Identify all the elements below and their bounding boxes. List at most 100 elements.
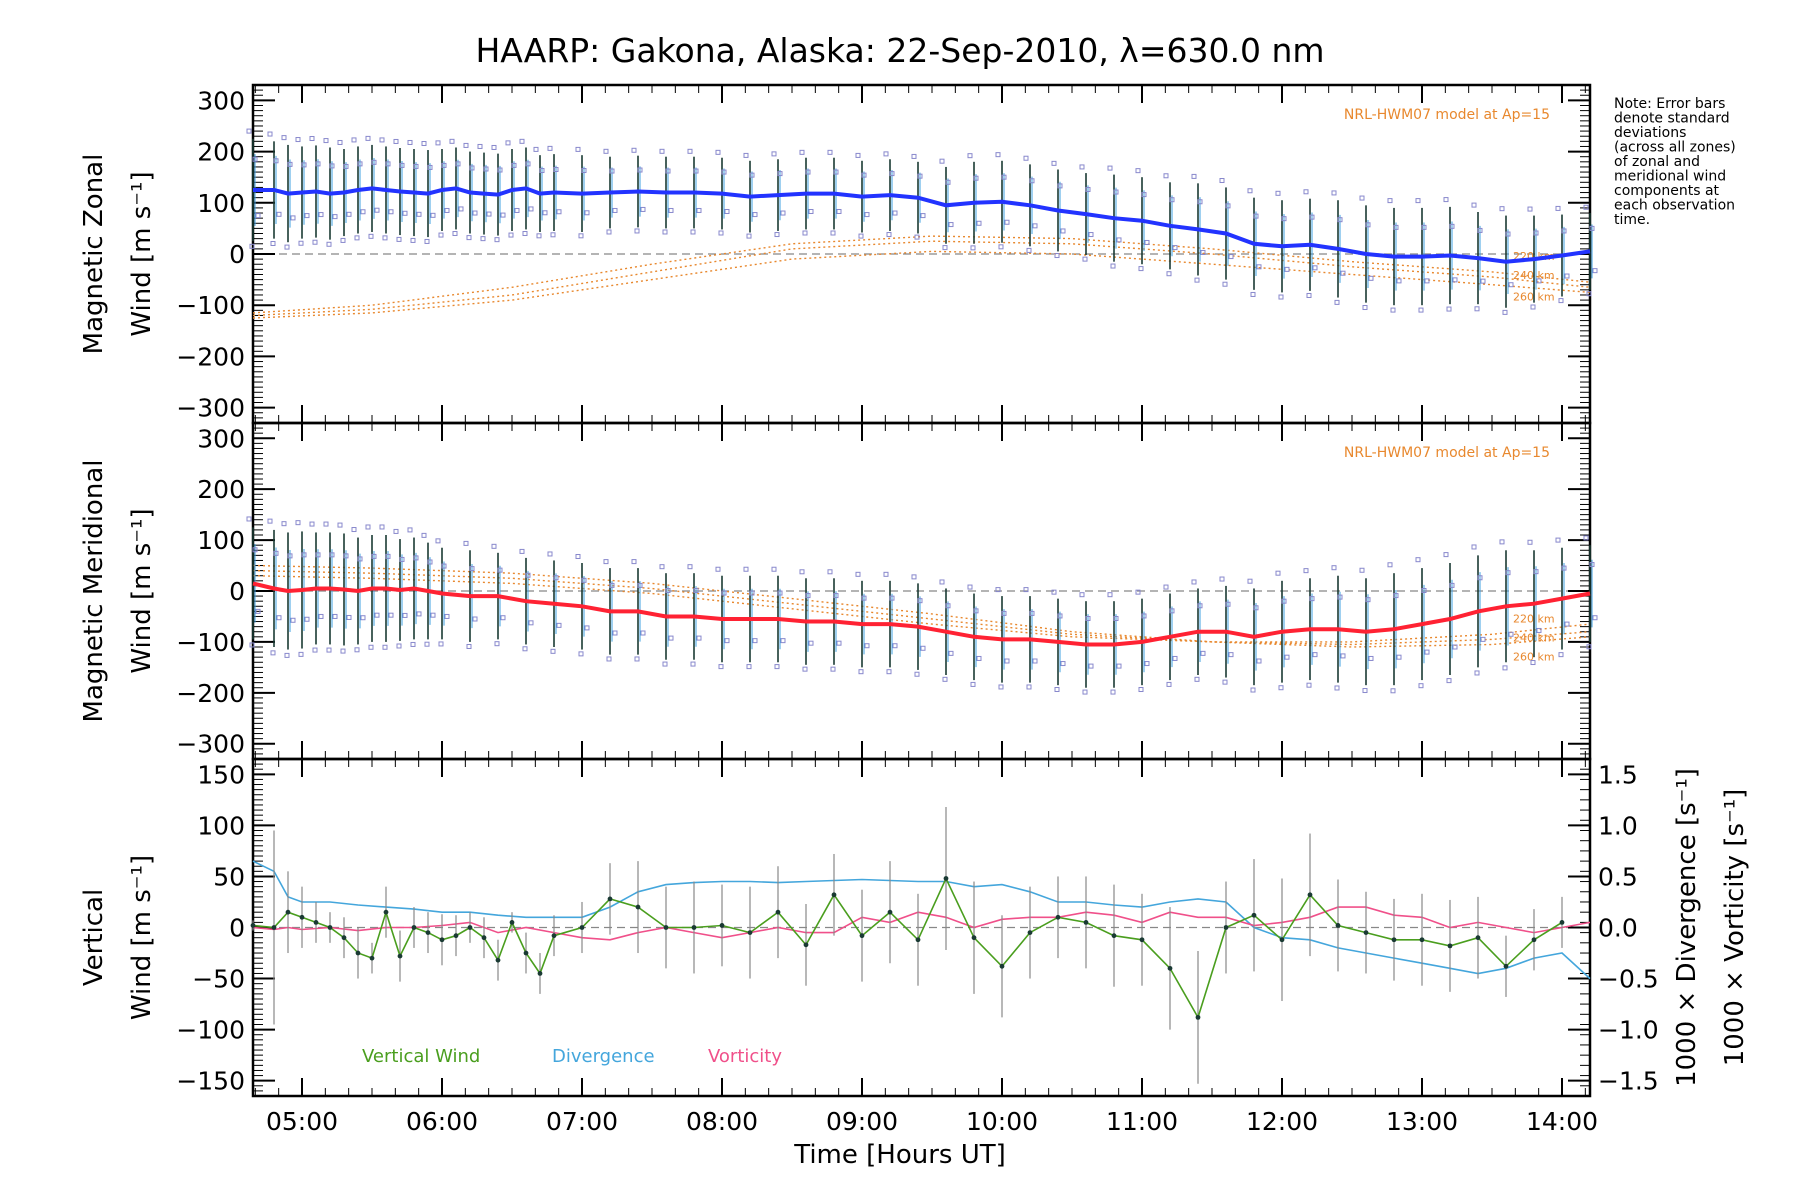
zone-point [1054, 253, 1060, 259]
zone-point [528, 620, 534, 626]
zone-point [385, 161, 391, 167]
vertical-wind-point [691, 925, 697, 930]
zone-point [606, 229, 612, 235]
vertical-wind-point [1447, 943, 1453, 949]
zone-point [1331, 565, 1337, 571]
vertical-wind-point [1363, 930, 1369, 936]
vertical-wind-point [250, 923, 256, 928]
zone-point [1393, 593, 1399, 599]
zone-point [284, 244, 290, 250]
zone-point [382, 644, 388, 650]
zone-point [332, 613, 338, 619]
zone-point [1368, 275, 1374, 281]
zone-point [1452, 644, 1458, 650]
zone-point [424, 238, 430, 244]
zone-point [511, 162, 517, 168]
zone-point [1194, 277, 1200, 283]
note-line: (across all zones) [1614, 140, 1736, 156]
zone-point [371, 159, 377, 165]
vertical-wind-point [999, 963, 1005, 969]
zone-point [1368, 655, 1374, 661]
meridional-wind-line [252, 581, 1591, 647]
right-tick-label: −0.5 [1598, 965, 1659, 994]
zone-point [365, 524, 371, 530]
y-tick-label: 0 [229, 240, 245, 269]
zone-point [486, 211, 492, 217]
zone-point [771, 151, 777, 157]
zone-point [1474, 306, 1480, 312]
zone-point [1144, 239, 1150, 245]
zone-point [351, 527, 357, 533]
y-tick-label: 200 [197, 475, 245, 504]
zone-point [1026, 684, 1032, 690]
zone-point [270, 650, 276, 656]
x-tick-label: 11:00 [1106, 1107, 1178, 1136]
zone-point [1449, 223, 1455, 229]
zone-point [1004, 658, 1010, 664]
zone-point [914, 671, 920, 677]
zone-point [491, 144, 497, 150]
panel-zonal: 300 200 100 0 −100 −200 −300 Magnetic Zonal Wind… [79, 83, 1598, 425]
zone-point [1589, 562, 1595, 568]
zone-point [290, 215, 296, 221]
zone-point [637, 582, 643, 588]
y-tick-label: 100 [197, 189, 245, 218]
vertical-wind-point [1307, 892, 1313, 898]
zone-point [472, 616, 478, 622]
zone-point [690, 229, 696, 235]
vertical-wind-point [887, 909, 893, 915]
zone-point [976, 655, 982, 661]
zone-point [1337, 217, 1343, 223]
zone-point [284, 652, 290, 658]
zone-point [883, 151, 889, 157]
zone-point [267, 131, 273, 137]
zone-point [435, 538, 441, 544]
zone-point [298, 651, 304, 657]
y-axis-title: Wind [m s⁻¹] [127, 855, 157, 1020]
zone-point [1023, 587, 1029, 593]
zone-point [1362, 688, 1368, 694]
zone-point [976, 220, 982, 226]
zone-point [1499, 206, 1505, 212]
zone-point [466, 235, 472, 241]
zone-point [631, 147, 637, 153]
vertical-wind-point [1391, 937, 1397, 943]
divergence-line [252, 860, 1591, 980]
zone-point [536, 233, 542, 239]
zone-point [309, 521, 315, 527]
vertical-wind-point [1111, 933, 1117, 939]
zone-point [1592, 615, 1598, 621]
zone-point [662, 661, 668, 667]
vertical-wind-point [313, 919, 319, 925]
y-tick-label: 100 [197, 526, 245, 555]
zone-point [1275, 190, 1281, 196]
zone-point [463, 540, 469, 546]
zone-point [547, 145, 553, 151]
x-tick-label: 07:00 [546, 1107, 618, 1136]
zone-point [1110, 263, 1116, 269]
zone-point [508, 232, 514, 238]
zone-point [246, 516, 252, 522]
zone-point [1141, 613, 1147, 619]
zone-point [1533, 569, 1539, 575]
zone-point [1144, 661, 1150, 667]
vertical-wind-point [1167, 965, 1173, 971]
zone-point [780, 210, 786, 216]
zone-point [1558, 652, 1564, 658]
zone-point [449, 138, 455, 144]
zone-point [1197, 603, 1203, 609]
zone-point [1415, 557, 1421, 563]
model-curve [252, 240, 1591, 317]
zone-point [886, 232, 892, 238]
zone-point [995, 152, 1001, 158]
zone-point [1502, 665, 1508, 671]
zone-point [752, 212, 758, 218]
legend-entry: Divergence [552, 1046, 655, 1067]
zone-point [1107, 165, 1113, 171]
vertical-wind-point [1055, 914, 1061, 920]
zone-point [634, 228, 640, 234]
zone-point [998, 684, 1004, 690]
zone-point [1222, 281, 1228, 287]
zone-point [357, 556, 363, 562]
zone-point [1113, 615, 1119, 621]
